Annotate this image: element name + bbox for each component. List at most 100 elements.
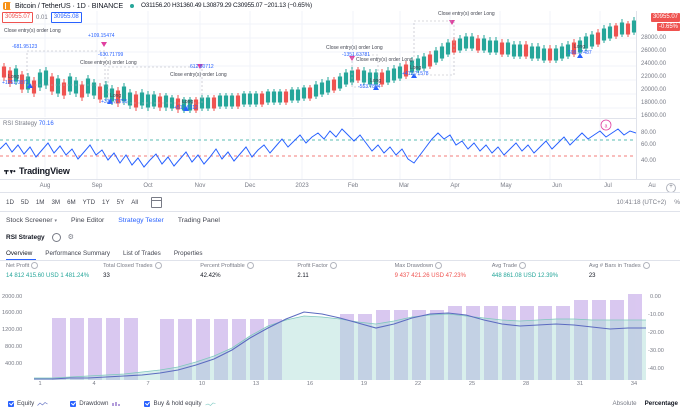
circle-icon[interactable] (51, 232, 61, 242)
annotation-label: Close entry(s) order Long (326, 45, 383, 51)
timeframe-5y[interactable]: 5Y (116, 198, 125, 206)
timeframe-5d[interactable]: 5D (20, 198, 29, 206)
price-tick: 22000.00 (641, 74, 667, 80)
position-price-badge[interactable]: 30955.07 (2, 12, 34, 23)
strategy-sub-tabs: Overview Performance Summary List of Tra… (0, 246, 680, 260)
subtab-divider (0, 260, 680, 261)
rsi-chart-svg: a (0, 119, 636, 179)
position-badges: 30955.07 0.01 30955.08 (2, 12, 82, 23)
time-tick: Jun (552, 183, 562, 189)
rsi-tick: 80.00 (641, 130, 657, 136)
tab-stock-screener[interactable]: Stock Screener ▾ (6, 217, 57, 224)
price-axis[interactable]: 30955.07 -0.65% 28000.00 26000.00 24000.… (636, 11, 680, 179)
equity-right-tick: -40.00 (648, 366, 664, 372)
tradingview-watermark: TradingView (4, 166, 70, 176)
time-tick: Dec (244, 183, 256, 189)
equity-checkbox[interactable] (8, 400, 14, 407)
equity-chart[interactable]: 2000.00 1600.00 1200.00 800.00 400.00 (0, 292, 680, 390)
pane-separator[interactable] (0, 118, 680, 119)
metric-value: 448 861.08 USD 12.39% (491, 273, 559, 279)
info-icon[interactable] (642, 262, 650, 269)
info-icon[interactable] (154, 262, 162, 269)
drawdown-bars-icon (112, 401, 121, 406)
legend-buy-hold-equity[interactable]: Buy & hold equity (144, 400, 216, 407)
equity-line (34, 311, 646, 380)
subtab-performance-summary[interactable]: Performance Summary (45, 249, 110, 257)
buy-hold-checkbox[interactable] (144, 400, 151, 407)
legend-equity[interactable]: Equity (8, 400, 48, 407)
tab-pine-editor[interactable]: Pine Editor (70, 217, 105, 224)
equity-x-tick: 13 (252, 381, 260, 387)
bitcoin-logo-icon (3, 1, 11, 10)
timeframe-1m[interactable]: 1M (35, 198, 45, 206)
annotation-label: +109.15474 (88, 33, 115, 39)
annotation-label: +1251.0871 (2, 80, 29, 86)
equity-line-icon (37, 401, 48, 406)
info-icon[interactable] (31, 262, 39, 269)
subtab-properties[interactable]: Properties (173, 249, 203, 257)
equity-x-tick: 34 (630, 381, 638, 387)
info-icon[interactable] (246, 262, 254, 269)
subtab-overview[interactable]: Overview (6, 249, 33, 257)
price-tick: 26000.00 (641, 48, 667, 54)
timeframe-3m[interactable]: 3M (51, 198, 61, 206)
absolute-toggle[interactable]: Absolute (612, 400, 637, 407)
tab-trading-panel[interactable]: Trading Panel (177, 217, 220, 224)
time-tick: Jul (604, 183, 612, 189)
calendar-icon[interactable] (151, 196, 163, 208)
annotation-label: Long (110, 93, 122, 99)
annotation-label: 508.77487 (568, 50, 592, 56)
info-icon[interactable] (329, 262, 337, 269)
price-chart-pane[interactable]: Close entry(s) order Long -681.95123 Lon… (0, 11, 636, 117)
timeframe-all[interactable]: All (131, 198, 139, 206)
timeframe-ytd[interactable]: YTD (82, 198, 96, 206)
position-qty-badge: 0.01 (36, 14, 48, 21)
metric-label: Avg Trade (491, 262, 518, 269)
clock-label[interactable]: 10:41:18 (UTC+2) (616, 198, 667, 206)
annotation-label: Close entry(s) order Long (356, 57, 413, 63)
price-tick: 28000.00 (641, 35, 667, 41)
legend-drawdown[interactable]: Drawdown (70, 400, 122, 407)
metric-value: 14 812 415.60 USD 1 481.24% (6, 273, 90, 279)
equity-x-tick: 16 (306, 381, 314, 387)
tab-strategy-tester[interactable]: Strategy Tester (118, 217, 164, 224)
percent-scale-icon[interactable]: % (674, 198, 680, 206)
scale-toggle-group: Absolute Percentage (613, 400, 680, 407)
equity-x-tick: 4 (92, 381, 96, 387)
gear-icon[interactable]: ⚙ (67, 233, 74, 241)
equity-left-axis: 2000.00 1600.00 1200.00 800.00 400.00 (0, 292, 34, 380)
equity-x-tick: 7 (146, 381, 150, 387)
order-price-badge[interactable]: 30955.08 (50, 12, 82, 23)
price-tick: 18000.00 (641, 100, 667, 106)
price-change-tag: -0.65% (656, 23, 680, 31)
annotation-label: Long (370, 78, 382, 84)
metric-value: 9 437 421.26 USD 47.23% (394, 273, 466, 279)
rsi-legend[interactable]: RSI Strategy 70.16 (3, 121, 54, 127)
timeframe-6m[interactable]: 6M (67, 198, 76, 206)
time-axis[interactable]: Aug Sep Oct Nov Dec 2023 Feb Mar Apr May… (0, 179, 680, 193)
rsi-pane[interactable]: a (0, 119, 636, 179)
annotation-label: -630.71799 (98, 52, 124, 58)
percentage-toggle[interactable]: Percentage (644, 400, 678, 407)
bottom-panel-tabs: Stock Screener ▾ Pine Editor Strategy Tes… (0, 213, 680, 228)
buy-hold-area (34, 314, 646, 380)
info-icon[interactable] (435, 262, 443, 269)
metric-label: Profit Factor (297, 262, 328, 269)
strategy-name[interactable]: RSI Strategy (6, 233, 45, 241)
ohlc-values: O31156.20 H31360.49 L30879.29 C30955.07 … (141, 2, 312, 9)
subtab-list-of-trades[interactable]: List of Trades (123, 249, 161, 257)
timeframe-1y[interactable]: 1Y (102, 198, 110, 206)
drawdown-checkbox[interactable] (70, 400, 77, 407)
metric-value: 23 (588, 273, 596, 279)
timeframe-1d[interactable]: 1D (6, 198, 14, 206)
price-tick: 24000.00 (641, 61, 667, 67)
equity-right-tick: -10.00 (648, 312, 664, 318)
metric-avg-bars-in-trades: Avg # Bars in Trades 23 (589, 262, 680, 292)
timeframe-right-group: 10:41:18 (UTC+2) % (617, 199, 680, 206)
metric-value: 42.42% (200, 273, 221, 279)
time-tick: Au (648, 183, 656, 189)
metric-net-profit: Net Profit 14 812 415.60 USD 1 481.24% (6, 262, 103, 292)
info-icon[interactable] (519, 262, 527, 269)
symbol-title[interactable]: Bitcoin / TetherUS · 1D · BINANCE (15, 1, 124, 10)
